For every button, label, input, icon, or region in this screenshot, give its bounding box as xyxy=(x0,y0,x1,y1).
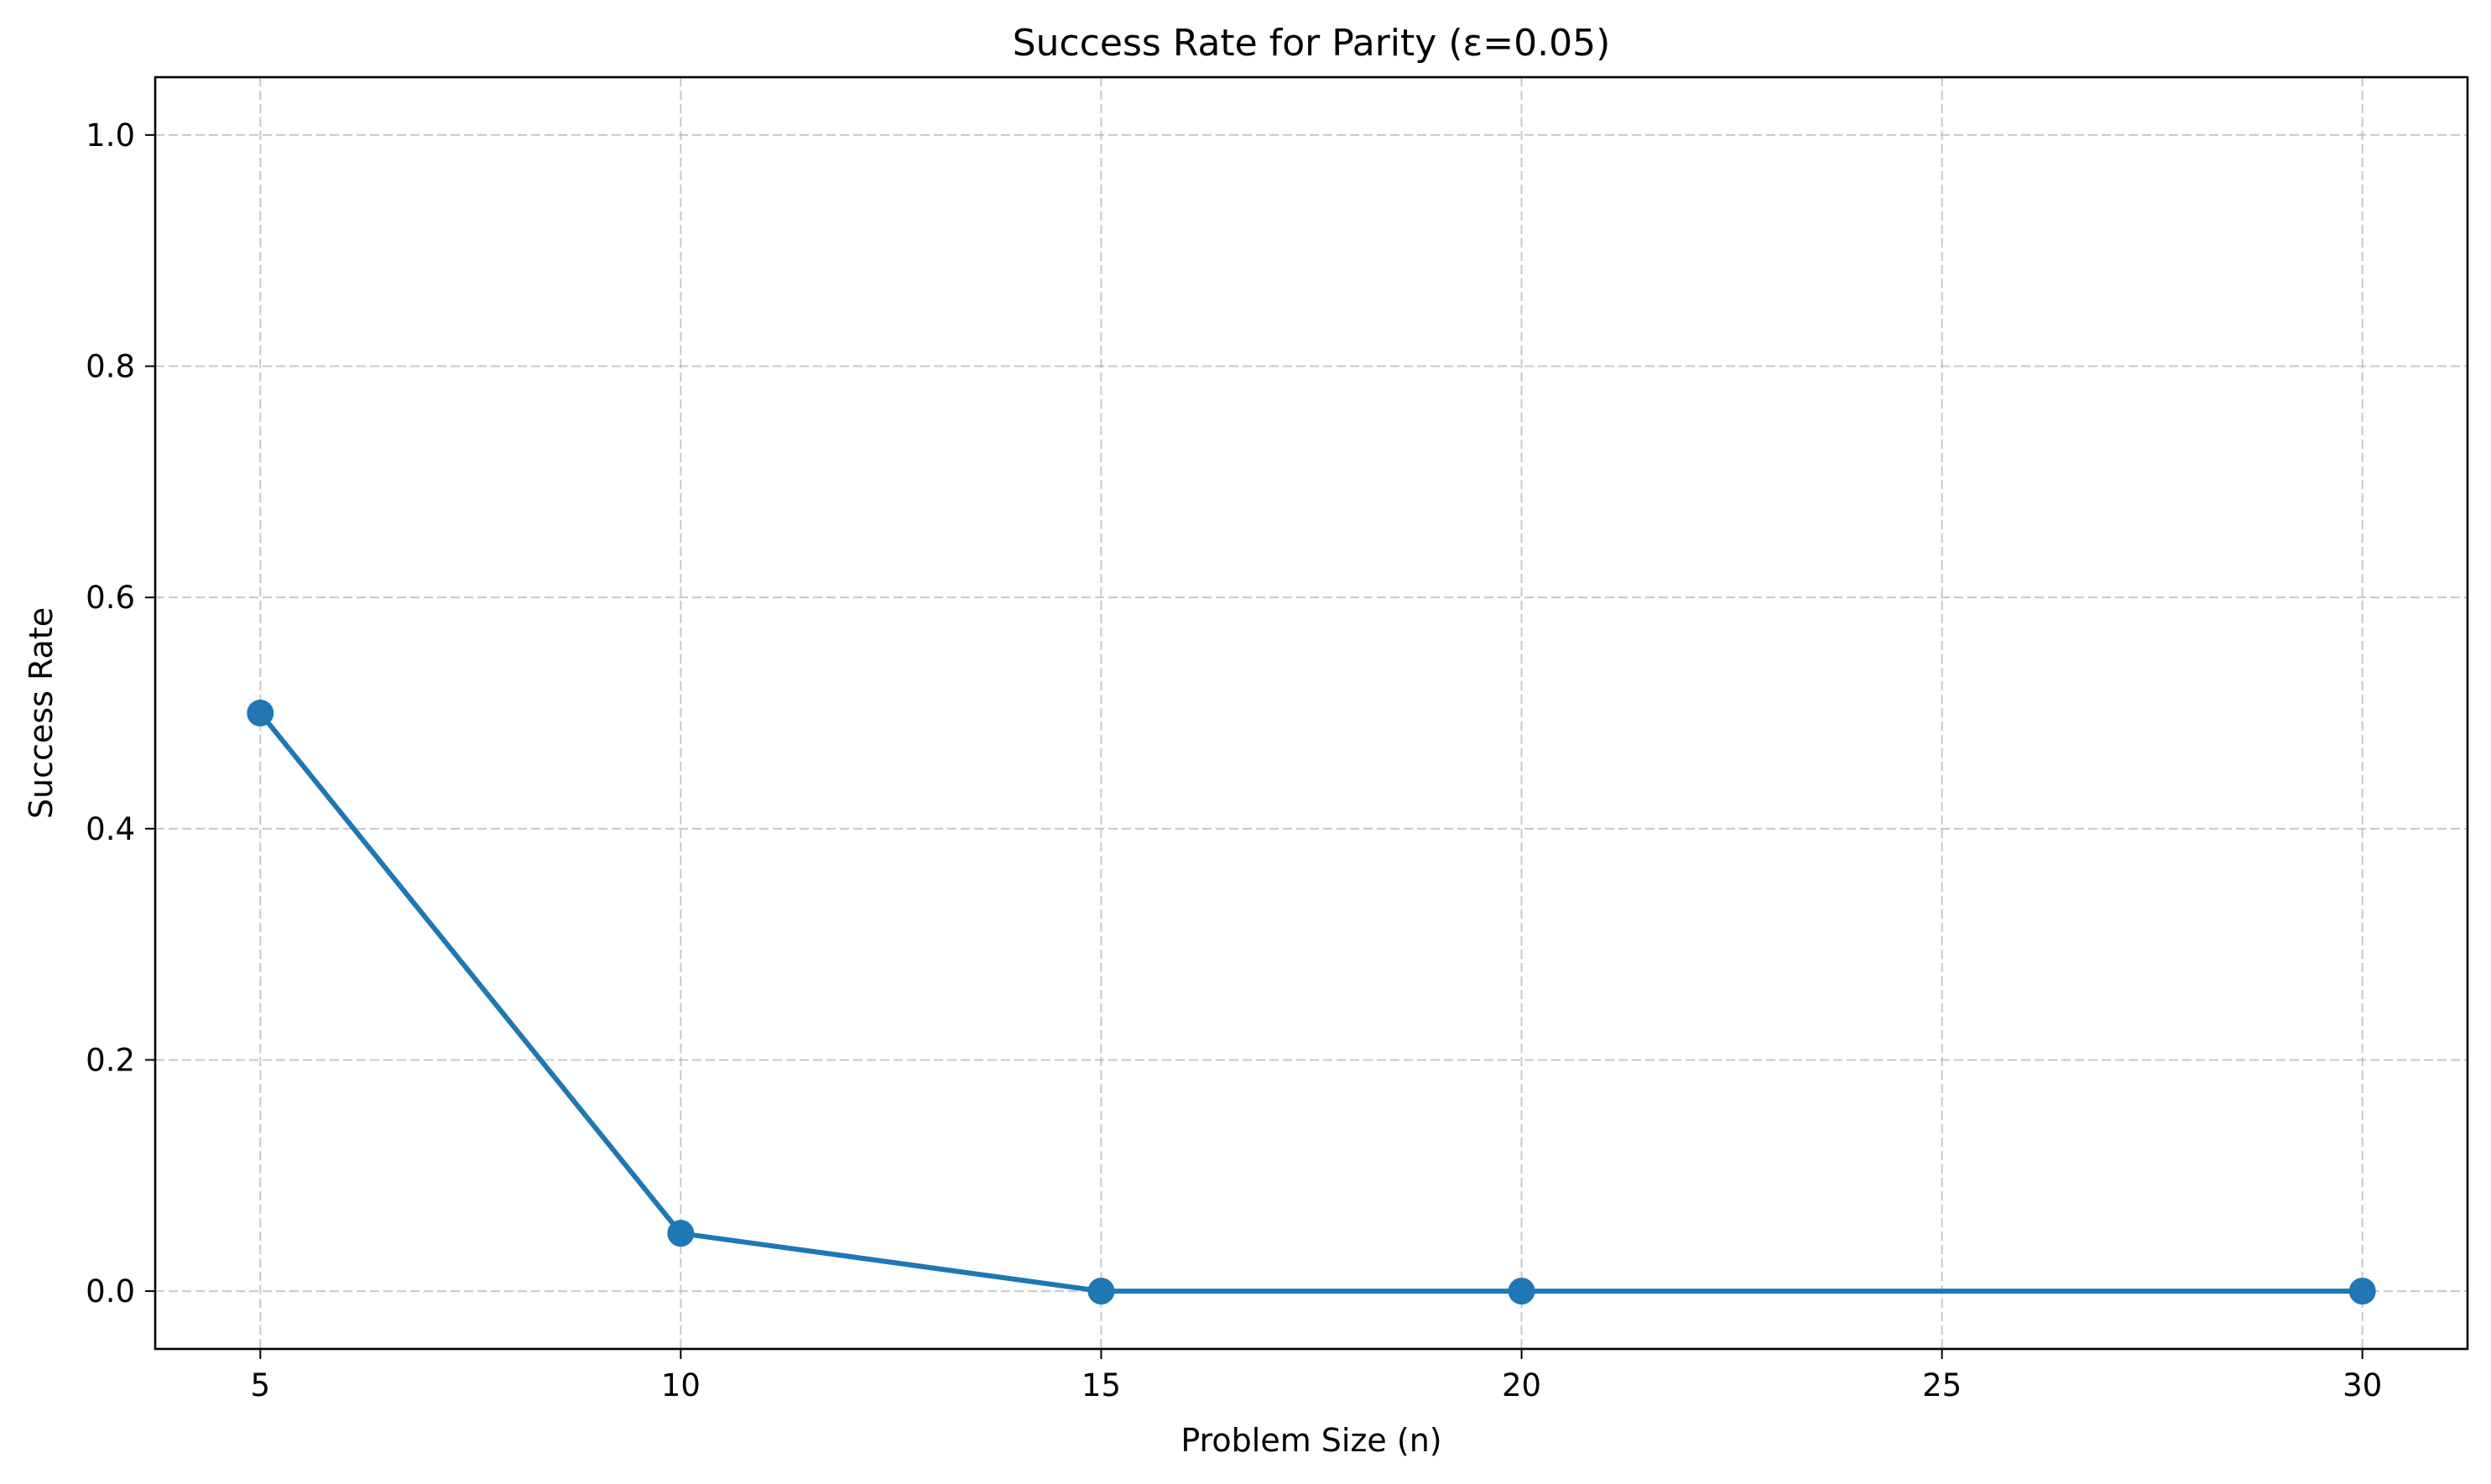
y-tick-label: 0.8 xyxy=(86,349,135,385)
y-tick-label: 0.4 xyxy=(86,811,135,847)
data-point xyxy=(667,1220,695,1247)
y-axis-label: Success Rate xyxy=(23,607,60,819)
x-tick-label: 15 xyxy=(1081,1367,1121,1403)
y-tick-label: 0.0 xyxy=(86,1273,135,1310)
ticks: 5 10 15 20 25 30 0.0 0.2 0.4 0.6 0.8 1.0 xyxy=(86,117,2382,1403)
x-tick-label: 20 xyxy=(1502,1367,1541,1403)
x-tick-label: 5 xyxy=(250,1367,270,1403)
x-axis-label: Problem Size (n) xyxy=(1180,1422,1441,1459)
x-tick-label: 25 xyxy=(1922,1367,1962,1403)
x-tick-label: 10 xyxy=(661,1367,701,1403)
y-tick-label: 0.2 xyxy=(86,1042,135,1078)
data-point xyxy=(2348,1278,2376,1305)
series xyxy=(247,700,2376,1305)
x-tick-label: 30 xyxy=(2342,1367,2382,1403)
plot-frame xyxy=(154,76,2469,1351)
y-tick-label: 0.6 xyxy=(86,580,135,616)
data-point xyxy=(1087,1278,1115,1305)
y-tick-label: 1.0 xyxy=(86,117,135,154)
data-point xyxy=(247,700,274,726)
chart-title: Success Rate for Parity (ε=0.05) xyxy=(1013,22,1611,65)
plot-area xyxy=(155,77,2468,1349)
data-point xyxy=(1508,1278,1535,1305)
